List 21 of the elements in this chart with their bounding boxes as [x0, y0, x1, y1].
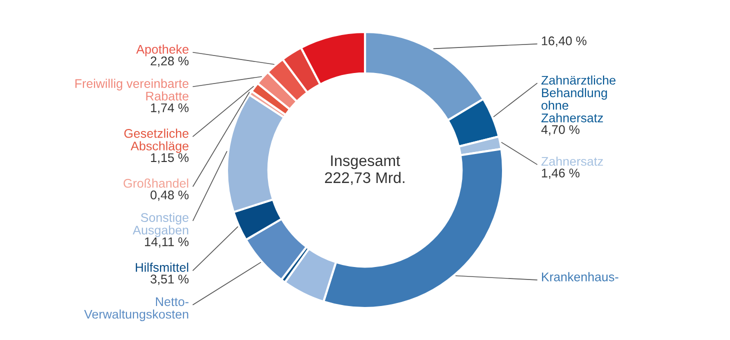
data-label: 14,11 %: [145, 237, 189, 248]
slice-label: Freiwillig vereinbarte Rabatte: [75, 78, 188, 101]
slice-label: Zahnärztliche Behandlung ohne Zahnersatz: [541, 75, 616, 122]
text: 222,73 Mrd.: [325, 172, 404, 185]
data-label: 16,40 %: [542, 36, 586, 47]
slice-label: Zahnersatz: [541, 156, 603, 166]
slice-label: Gesetzliche Abschläge: [124, 128, 188, 153]
slice-label: Großhandel: [124, 178, 188, 188]
slice-label: Hilfsmittel: [136, 262, 188, 272]
data-label: 0,48 %: [150, 190, 189, 201]
data-label: 3,51 %: [150, 274, 189, 285]
data-label: 1,15 %: [151, 153, 189, 164]
data-label: 2,28 %: [150, 56, 189, 67]
data-label: 1,74 %: [151, 103, 189, 114]
slice-label: Sonstige Ausgaben: [132, 212, 188, 238]
data-label: 1,46 %: [542, 168, 580, 179]
data-label: 4,70 %: [541, 125, 580, 136]
text: Insgesamt: [331, 155, 400, 170]
slice-label: Apotheke: [136, 44, 188, 56]
slice-label: Netto- Verwaltungskosten: [84, 297, 188, 322]
slice-label: Krankenhaus-: [542, 272, 618, 282]
